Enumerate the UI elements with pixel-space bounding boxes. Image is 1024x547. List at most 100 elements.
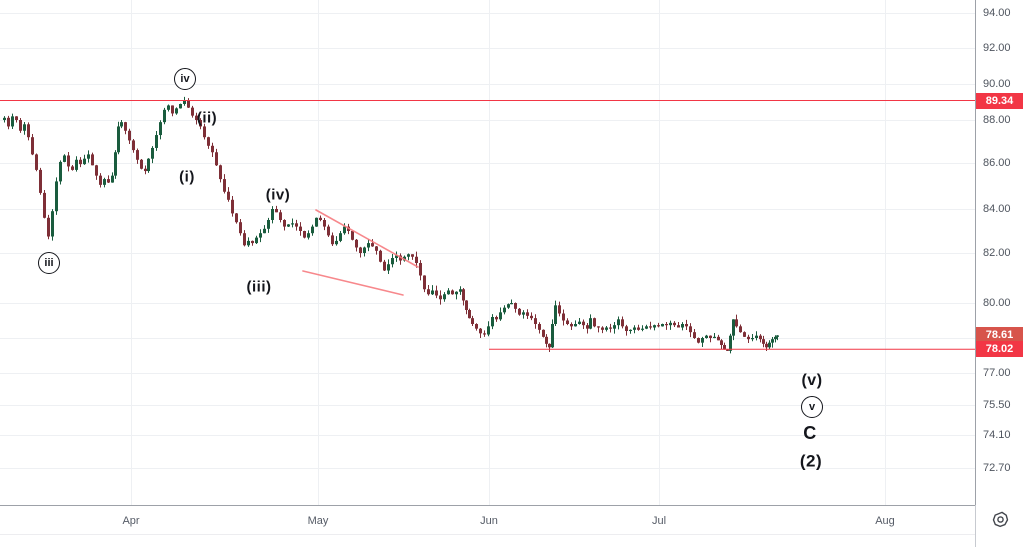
- candle-down: [91, 154, 94, 166]
- candle-down: [747, 336, 750, 340]
- candle-up: [768, 342, 771, 348]
- candle-up: [179, 103, 182, 109]
- candle-up: [247, 240, 250, 246]
- candle-down: [171, 105, 174, 114]
- time-axis-subline: [0, 534, 1024, 535]
- wave-label-v-circled[interactable]: v: [801, 396, 823, 418]
- wave-label-iv[interactable]: (iv): [265, 186, 291, 204]
- candle-down: [514, 303, 517, 309]
- gear-icon: [992, 511, 1009, 528]
- candle-down: [462, 289, 465, 301]
- candle-down: [275, 209, 278, 213]
- month-tick-label: Jun: [480, 515, 498, 527]
- price-line-label: 78.02: [976, 341, 1023, 357]
- candle-down: [303, 231, 306, 238]
- wave-label-2[interactable]: (2): [799, 451, 823, 471]
- candle-down: [689, 326, 692, 333]
- candle-down: [351, 231, 354, 240]
- price-scale-settings-button[interactable]: [989, 508, 1012, 534]
- candle-down: [548, 343, 551, 348]
- candle-down: [295, 223, 298, 227]
- candle-up: [391, 258, 394, 265]
- candle-up: [554, 305, 557, 324]
- wave-label-i[interactable]: (i): [179, 168, 195, 186]
- wave-label-iv-circled[interactable]: iv: [174, 68, 196, 90]
- candle-down: [379, 250, 382, 262]
- last-price-label: 78.61: [976, 327, 1023, 343]
- candle-up: [339, 233, 342, 241]
- candle-down: [709, 335, 712, 338]
- candle-down: [7, 117, 10, 127]
- trend-line[interactable]: [302, 270, 404, 296]
- candle-down: [35, 154, 38, 170]
- candle-down: [187, 100, 190, 108]
- candle-down: [375, 246, 378, 251]
- candle-down: [195, 115, 198, 120]
- candle-down: [239, 222, 242, 234]
- candle-up: [510, 303, 513, 305]
- candle-up: [729, 335, 732, 351]
- candle-down: [251, 240, 254, 244]
- candle-down: [723, 345, 726, 350]
- candle-down: [586, 325, 589, 329]
- axis-corner: [975, 505, 1024, 547]
- price-tick-label: 94.00: [983, 7, 1011, 19]
- candle-up: [617, 319, 620, 326]
- wave-label-c[interactable]: C: [803, 423, 817, 443]
- trend-line[interactable]: [315, 209, 419, 268]
- candle-down: [673, 322, 676, 326]
- candle-up: [175, 108, 178, 114]
- candle-down: [419, 263, 422, 276]
- candle-up: [395, 255, 398, 258]
- wave-label-ii[interactable]: (ii): [196, 109, 218, 127]
- candle-down: [107, 179, 110, 183]
- price-axis[interactable]: 94.00 92.00 90.00 88.00 86.00 84.00 82.00 80.00…: [975, 0, 1024, 505]
- wave-label-v[interactable]: (v): [801, 372, 823, 389]
- wave-label-iii-circled[interactable]: iii: [38, 252, 60, 274]
- candle-down: [566, 320, 569, 324]
- candle-down: [243, 233, 246, 246]
- wave-label-iii[interactable]: (iii): [246, 278, 272, 296]
- candle-down: [359, 247, 362, 253]
- month-tick-label: Jul: [651, 515, 667, 527]
- candle-down: [219, 165, 222, 180]
- candle-down: [235, 213, 238, 223]
- price-tick-label: 86.00: [983, 157, 1011, 169]
- candle-down: [621, 319, 624, 327]
- candle-up: [574, 324, 577, 327]
- candle-down: [15, 116, 18, 120]
- candle-down: [415, 256, 418, 263]
- candle-up: [167, 105, 170, 110]
- candle-down: [71, 166, 74, 170]
- candle-up: [343, 226, 346, 234]
- candle-up: [491, 317, 494, 327]
- candle-down: [319, 217, 322, 220]
- candle-down: [191, 107, 194, 116]
- candle-down: [95, 165, 98, 176]
- candle-down: [597, 326, 600, 328]
- candle-up: [51, 211, 54, 237]
- candle-up: [267, 220, 270, 229]
- candle-down: [39, 169, 42, 193]
- candle-up: [367, 243, 370, 248]
- candle-up: [605, 327, 608, 330]
- candle-up: [447, 290, 450, 295]
- candle-down: [538, 324, 541, 330]
- candle-down: [759, 335, 762, 340]
- candle-up: [159, 122, 162, 136]
- chart-pane[interactable]: iv (ii) (i) (iv) (iii) iii (v) v C (2): [0, 0, 975, 505]
- candle-down: [439, 295, 442, 300]
- candle-up: [487, 326, 490, 335]
- candle-down: [465, 300, 468, 310]
- candle-up: [55, 181, 58, 212]
- candle-down: [451, 290, 454, 295]
- candle-down: [542, 329, 545, 337]
- candle-down: [207, 137, 210, 146]
- candle-up: [155, 135, 158, 148]
- candle-up: [114, 152, 117, 176]
- candle-up: [578, 321, 581, 324]
- candle-down: [331, 235, 334, 245]
- time-axis[interactable]: Apr May Jun Jul Aug: [0, 505, 1024, 547]
- candle-down: [471, 318, 474, 324]
